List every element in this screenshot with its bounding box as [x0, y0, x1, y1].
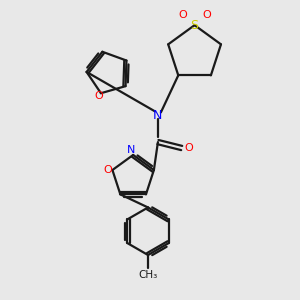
Text: S: S — [190, 19, 199, 32]
Text: N: N — [127, 145, 135, 155]
Text: N: N — [153, 109, 163, 122]
Text: O: O — [178, 10, 187, 20]
Text: O: O — [184, 143, 193, 153]
Text: O: O — [94, 91, 103, 101]
Text: O: O — [202, 10, 211, 20]
Text: O: O — [103, 165, 112, 175]
Text: CH₃: CH₃ — [138, 270, 158, 280]
